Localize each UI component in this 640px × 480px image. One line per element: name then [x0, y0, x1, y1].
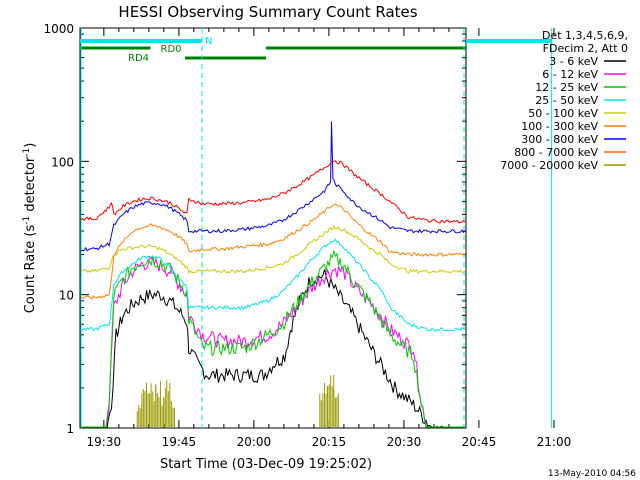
y-axis-label-text: Count Rate (s [23, 225, 38, 314]
rd4-label: RD4 [128, 53, 149, 64]
x-tick-label: 19:30 [87, 435, 122, 449]
y-tick-label: 1 [66, 422, 74, 436]
y-axis-label-sup1: -1 [22, 216, 32, 225]
legend-entry-label: 7000 - 20000 keV [500, 159, 598, 172]
series-line-12-to-25keV [81, 249, 465, 428]
x-axis: 19:30 19:45 20:00 20:15 20:30 20:45 21:00 [87, 28, 572, 449]
series-line-50-to-100keV [80, 225, 466, 274]
x-axis-label: Start Time (03-Dec-09 19:25:02) [160, 457, 372, 472]
y-tick-label: 100 [51, 155, 74, 169]
legend-entry-label: 50 - 100 keV [528, 107, 598, 120]
n-label: N [205, 36, 212, 47]
chart-title: HESSI Observing Summary Count Rates [118, 3, 417, 21]
x-tick-label: 21:00 [537, 435, 572, 449]
series-line-100-to-300keV [80, 203, 466, 300]
series-line-25-to-50keV [80, 238, 466, 332]
legend-entry-label: 12 - 25 keV [535, 81, 598, 94]
y-tick-label: 10 [59, 289, 74, 303]
y-axis-label-sup2: -1 [22, 148, 32, 157]
legend-header-line2: FDecim 2, Att 0 [543, 42, 628, 55]
legend-entry-label: 100 - 300 keV [521, 120, 598, 133]
annotation-layer: N RD0 RD4 [80, 28, 553, 428]
series-line-6-to-12keV [81, 255, 465, 428]
legend-entry-label: 6 - 12 keV [542, 68, 598, 81]
x-tick-label: 20:15 [312, 435, 347, 449]
footer-date: 13-May-2010 04:56 [548, 469, 636, 479]
legend-entry-label: 3 - 6 keV [549, 55, 598, 68]
y-axis-label-mid: detector [23, 156, 38, 216]
legend-entry-label: 300 - 800 keV [521, 133, 598, 146]
rd0-label: RD0 [161, 44, 182, 55]
x-tick-label: 20:00 [237, 435, 272, 449]
series-line-3-to-6keV [81, 269, 465, 428]
legend-header-line1: Det 1,3,4,5,6,9, [542, 29, 628, 42]
x-tick-label: 20:30 [387, 435, 422, 449]
x-tick-label: 20:45 [462, 435, 497, 449]
plot-area-frame [79, 27, 467, 429]
y-tick-label: 1000 [43, 22, 74, 36]
series-line-800-to-7000keV [80, 160, 466, 224]
legend: Det 1,3,4,5,6,9, FDecim 2, Att 0 3 - 6 k… [500, 29, 628, 172]
y-axis-label-end: ) [23, 143, 38, 148]
series-layer [80, 121, 466, 428]
legend-entry-label: 800 - 7000 keV [514, 146, 598, 159]
legend-entry-label: 25 - 50 keV [535, 94, 598, 107]
series-line-300-to-800keV [80, 121, 466, 252]
x-tick-label: 19:45 [162, 435, 197, 449]
y-axis-label: Count Rate (s-1 detector-1) [22, 143, 38, 314]
